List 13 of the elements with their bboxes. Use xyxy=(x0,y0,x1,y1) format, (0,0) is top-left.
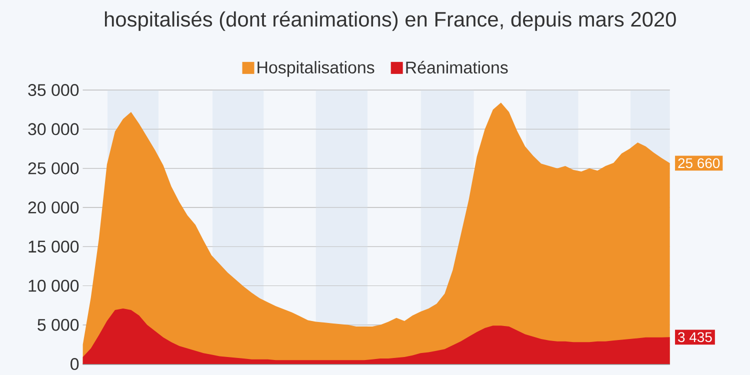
y-tick-label: 20 000 xyxy=(28,201,79,214)
y-tick-label: 25 000 xyxy=(28,162,79,174)
y-tick-label: 0 xyxy=(70,358,79,370)
y-tick-label: 30 000 xyxy=(28,123,79,136)
y-tick-label: 10 000 xyxy=(28,280,79,292)
y-tick-label: 35 000 xyxy=(28,84,79,96)
y-tick-label: 15 000 xyxy=(28,240,79,253)
legend-label: Hospitalisations xyxy=(258,61,374,77)
legend-label: Réanimations xyxy=(406,60,508,74)
data-label: 3 435 xyxy=(678,332,712,342)
data-label: 25 660 xyxy=(678,158,720,168)
y-tick-label: 5 000 xyxy=(38,318,79,331)
chart-title: hospitalisés (dont réanimations) en France, depuis mars 2020 xyxy=(104,11,676,31)
